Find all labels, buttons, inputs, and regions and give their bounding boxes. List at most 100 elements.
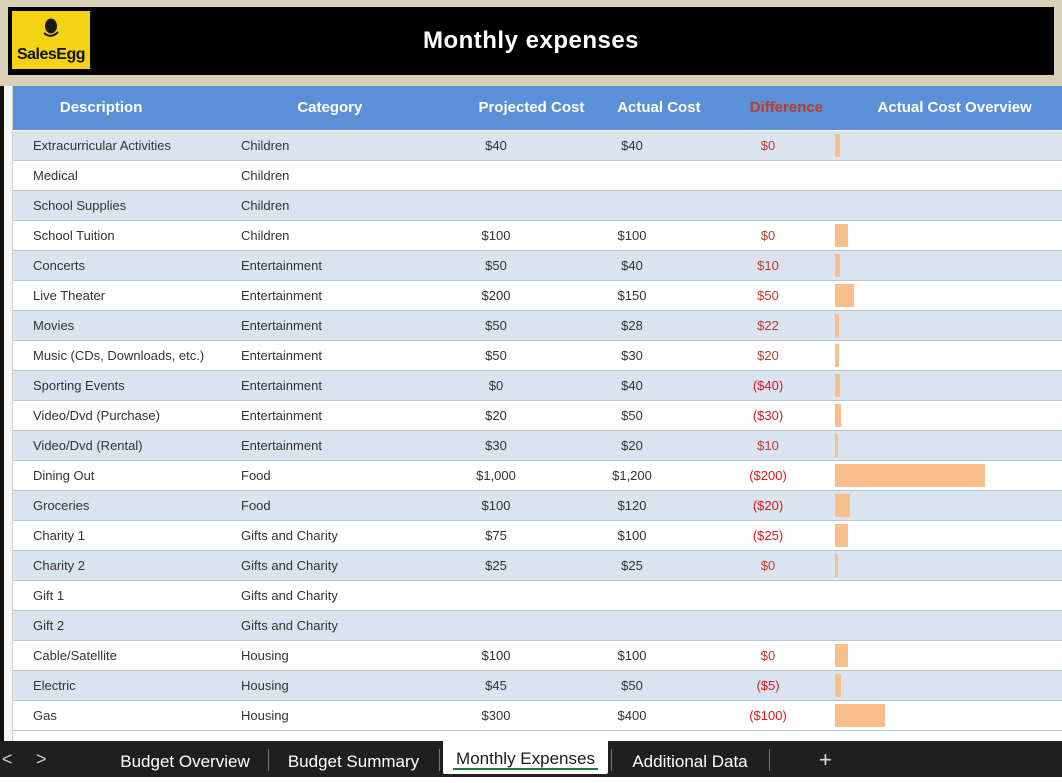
cell-actual-cost[interactable]: $100 [617,528,647,543]
header-description[interactable]: Description [59,99,143,116]
cell-projected-cost[interactable]: $100 [481,228,511,243]
cell-projected-cost[interactable] [431,581,561,610]
add-sheet-icon[interactable]: + [819,747,832,772]
cell-actual-cost-overview[interactable] [833,461,1062,490]
cell-actual-cost-overview[interactable] [833,341,1062,370]
cell-actual-cost[interactable]: $1,200 [612,468,652,483]
cell-actual-cost[interactable]: $40 [621,258,643,273]
cell-difference[interactable] [703,581,833,610]
cell-difference[interactable]: ($30) [752,408,784,423]
cell-description[interactable]: Gas [33,708,57,723]
cell-actual-cost-overview[interactable] [833,191,1062,220]
cell-difference[interactable] [703,191,833,220]
header-actual-cost[interactable]: Actual Cost [617,99,701,116]
cell-projected-cost[interactable] [431,161,561,190]
cell-difference[interactable]: $0 [760,228,776,243]
cell-description[interactable]: Extracurricular Activities [33,138,171,153]
cell-actual-cost-overview[interactable] [833,641,1062,670]
cell-actual-cost[interactable]: $30 [621,348,643,363]
cell-projected-cost[interactable] [431,191,561,220]
cell-actual-cost-overview[interactable] [833,611,1062,640]
cell-category[interactable]: Entertainment [241,318,322,333]
cell-actual-cost-overview[interactable] [833,581,1062,610]
tab-budget-summary[interactable]: Budget Summary [287,752,420,771]
tab-additional-data[interactable]: Additional Data [632,752,748,771]
cell-actual-cost-overview[interactable] [833,701,1062,730]
cell-difference[interactable]: $20 [757,348,779,363]
cell-description[interactable]: Charity 1 [33,528,86,543]
cell-difference[interactable]: $0 [760,138,776,153]
cell-actual-cost[interactable]: $25 [621,558,643,573]
cell-projected-cost[interactable]: $50 [485,258,507,273]
cell-actual-cost[interactable]: $120 [617,498,647,513]
cell-difference[interactable]: $10 [757,258,779,273]
cell-category[interactable]: Entertainment [241,378,322,393]
cell-description[interactable]: School Supplies [33,198,127,213]
cell-category[interactable]: Children [241,168,290,183]
cell-difference[interactable]: ($100) [749,708,787,723]
header-projected-cost[interactable]: Projected Cost [478,99,585,116]
cell-actual-cost[interactable]: $150 [617,288,647,303]
cell-actual-cost[interactable]: $28 [621,318,643,333]
cell-projected-cost[interactable]: $200 [481,288,511,303]
cell-actual-cost-overview[interactable] [833,431,1062,460]
cell-description[interactable]: School Tuition [33,228,115,243]
cell-description[interactable]: Charity 2 [33,558,86,573]
tab-scroll-left-icon[interactable]: < [2,749,13,769]
cell-category[interactable]: Entertainment [241,258,322,273]
cell-difference[interactable] [703,611,833,640]
cell-actual-cost[interactable] [561,611,703,640]
cell-description[interactable]: Concerts [33,258,86,273]
header-actual-cost-overview[interactable]: Actual Cost Overview [877,99,1032,116]
cell-description[interactable]: Electric [33,678,76,693]
cell-projected-cost[interactable]: $100 [481,648,511,663]
cell-category[interactable]: Housing [241,648,289,663]
cell-category[interactable]: Children [241,198,290,213]
cell-actual-cost[interactable]: $50 [621,408,643,423]
cell-projected-cost[interactable]: $30 [485,438,507,453]
cell-actual-cost-overview[interactable] [833,131,1062,160]
cell-actual-cost[interactable]: $40 [621,138,643,153]
cell-description[interactable]: Groceries [33,498,90,513]
cell-difference[interactable]: $10 [757,438,779,453]
cell-category[interactable]: Children [241,138,290,153]
header-category[interactable]: Category [297,99,363,116]
cell-projected-cost[interactable]: $45 [485,678,507,693]
cell-actual-cost-overview[interactable] [833,251,1062,280]
cell-difference[interactable]: ($200) [749,468,787,483]
cell-actual-cost[interactable] [561,191,703,220]
cell-actual-cost[interactable] [561,581,703,610]
cell-difference[interactable]: $50 [757,288,779,303]
cell-actual-cost-overview[interactable] [833,491,1062,520]
cell-actual-cost-overview[interactable] [833,311,1062,340]
cell-category[interactable]: Gifts and Charity [241,558,338,573]
cell-difference[interactable] [703,161,833,190]
cell-description[interactable]: Live Theater [33,288,106,303]
cell-projected-cost[interactable]: $20 [485,408,507,423]
cell-description[interactable]: Gift 1 [33,588,65,603]
cell-projected-cost[interactable]: $75 [485,528,507,543]
cell-actual-cost-overview[interactable] [833,671,1062,700]
cell-category[interactable]: Entertainment [241,408,322,423]
cell-difference[interactable]: ($20) [752,498,784,513]
cell-difference[interactable]: ($25) [752,528,784,543]
cell-category[interactable]: Gifts and Charity [241,528,338,543]
cell-difference[interactable]: $0 [760,648,776,663]
cell-actual-cost-overview[interactable] [833,521,1062,550]
cell-actual-cost[interactable]: $400 [617,708,647,723]
cell-category[interactable]: Children [241,228,290,243]
cell-category[interactable]: Food [241,498,271,513]
cell-description[interactable]: Video/Dvd (Rental) [33,438,143,453]
cell-actual-cost[interactable]: $20 [621,438,643,453]
cell-projected-cost[interactable]: $1,000 [476,468,516,483]
cell-description[interactable]: Medical [33,168,78,183]
cell-description[interactable]: Music (CDs, Downloads, etc.) [33,348,205,363]
cell-actual-cost[interactable]: $40 [621,378,643,393]
cell-projected-cost[interactable]: $40 [485,138,507,153]
cell-actual-cost[interactable]: $50 [621,678,643,693]
cell-category[interactable]: Entertainment [241,348,322,363]
cell-category[interactable]: Entertainment [241,288,322,303]
cell-category[interactable]: Food [241,468,271,483]
cell-projected-cost[interactable]: $0 [488,378,504,393]
cell-projected-cost[interactable]: $300 [481,708,511,723]
